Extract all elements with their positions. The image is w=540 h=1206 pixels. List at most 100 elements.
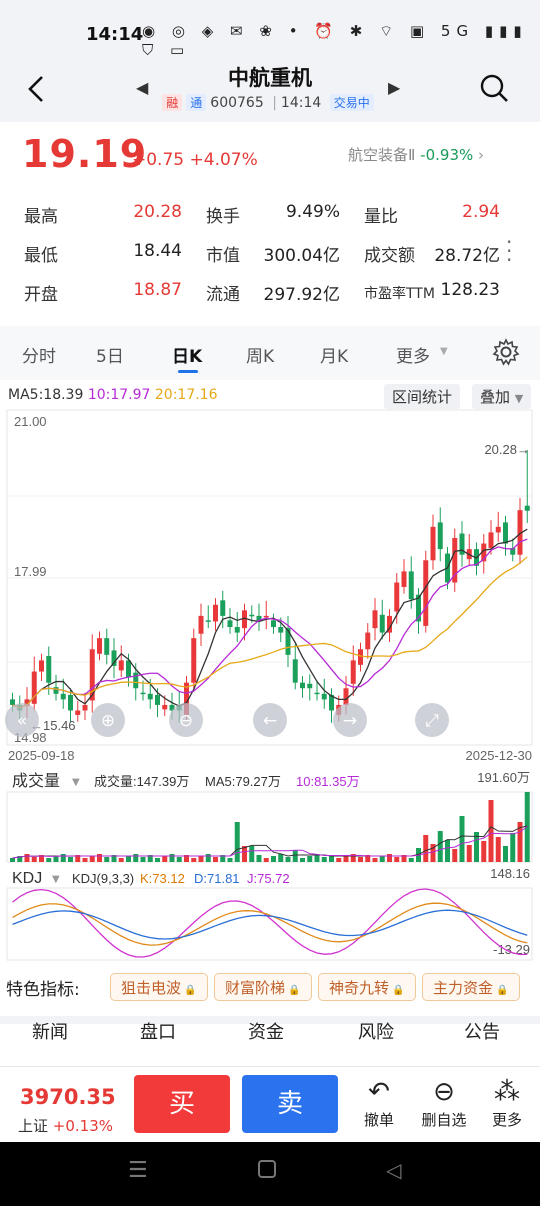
volume-bar [292,850,298,862]
sector-link[interactable]: 航空装备Ⅱ -0.93% › [348,146,485,164]
volume-bar [104,857,110,862]
more-dots-icon[interactable]: · · · [506,230,513,272]
chart-control-button [91,703,125,737]
active-tab-underline [178,370,198,373]
volume-bar [205,854,211,862]
kdj-j-line [12,888,528,958]
volume-bar [372,858,378,862]
stock-name: 中航重机 [228,66,312,90]
volume-bar [452,849,458,862]
feature-chip[interactable]: 财富阶梯 🔒 [214,973,312,1001]
candle-body [343,688,349,705]
volume-ma5-line [12,825,528,859]
quote-value: 297.92亿 [263,285,340,305]
kdj-top-label: 148.16 [490,866,530,881]
margin-tag: 融 [162,94,183,111]
ma20-line [12,556,528,709]
search-icon[interactable] [478,72,510,104]
index-value[interactable]: 3970.35 [20,1085,116,1109]
tab-1[interactable]: 5日 [96,347,124,367]
volume-bar [60,854,66,862]
volume-bar [220,855,226,862]
gear-icon[interactable] [492,338,520,366]
tab-5[interactable]: 更多 [396,347,430,367]
y-axis-top-label: 21.00 [14,414,47,429]
volume-bar [394,857,400,862]
candle-body [75,710,81,715]
quote-value: 18.87 [133,280,182,300]
candle-body [263,615,269,618]
tab-0[interactable]: 分时 [22,347,56,367]
volume-bar [314,854,320,862]
volume-bar [31,857,37,862]
volume-bar [213,857,218,862]
next-stock-icon[interactable]: ▶ [388,78,401,97]
candle-body [329,694,334,711]
volume-bar [82,858,88,862]
candle-body [31,671,37,704]
action-1[interactable]: ⊖ 删自选 [416,1075,472,1130]
range-stats-button[interactable]: 区间统计 [384,384,461,409]
info-tab-2[interactable]: 资金 [248,1022,284,1043]
candle-body [452,537,458,583]
feature-chip[interactable]: 主力资金 🔒 [422,973,520,1001]
home-nav-icon[interactable] [258,1160,276,1178]
quote-value: 128.23 [440,280,500,300]
quote-label: 最高 [24,207,58,227]
index-name[interactable]: 上证 +0.13% [18,1117,114,1135]
tab-2[interactable]: 日K [172,347,203,367]
candle-body [147,693,153,700]
candle-body [350,660,356,684]
volume-bar [329,855,334,862]
quote-row: 开盘 18.87 流通 297.92亿 市盈率TTM 128.23 [24,280,524,310]
back-nav-icon[interactable]: ◁ [386,1158,402,1182]
tab-3[interactable]: 周K [246,347,275,367]
buy-button[interactable]: 买 [134,1075,230,1133]
info-tab-4[interactable]: 公告 [464,1022,500,1043]
tab-4[interactable]: 月K [320,347,349,367]
info-tab-3[interactable]: 风险 [358,1022,394,1043]
quote-value: 2.94 [462,202,500,222]
volume-bar [503,846,508,862]
low-price-label: ←15.46 [30,718,76,733]
quote-label: 换手 [206,207,240,227]
candle-body [111,650,117,666]
action-label: 撤单 [363,1111,394,1129]
ma-legend: MA5:18.39 10:17.97 20:17.16 [8,387,218,403]
info-tab-0[interactable]: 新闻 [32,1022,68,1043]
volume-bar [10,858,15,862]
action-icon: ⊖ [433,1077,455,1107]
candle-body [437,522,443,550]
date-end-label: 2025-12-30 [466,748,533,763]
feature-indicators: 特色指标: 狙击电波 🔒 财富阶梯 🔒 神奇九转 🔒 主力资金 🔒 [0,965,540,1011]
kdj-caret-icon: ▼ [52,874,60,885]
quote-value: 9.49% [285,202,340,222]
sell-button[interactable]: 卖 [242,1075,338,1133]
volume-bar [68,857,73,862]
menu-nav-icon[interactable]: ☰ [128,1158,148,1183]
prev-stock-icon[interactable]: ◀ [136,78,149,97]
quote-value: 300.04亿 [263,246,340,266]
volume-max-label: 191.60万 [477,770,530,785]
info-tab-1[interactable]: 盘口 [140,1022,176,1043]
volume-bar [184,855,189,862]
action-0[interactable]: ↶ 撤单 [354,1075,404,1130]
chart-control-icon: → [343,711,357,731]
candle-body [510,548,516,555]
kline-chart-area[interactable]: 21.00 17.99 14.98 20.28→ ←15.46 2025-09-18 202… [0,380,540,1000]
more-tab-caret-icon: ▼ [440,346,448,357]
feature-chip[interactable]: 狙击电波 🔒 [110,973,208,1001]
volume-ma10: 10:81.35万 [296,774,360,789]
action-2[interactable]: ⁂ 更多 [482,1075,532,1130]
volume-ma10-line [12,826,528,859]
quote-time: 14:14 [280,95,322,111]
chart-control-button [5,703,39,737]
back-arrow-icon[interactable] [22,74,52,104]
candle-body [278,627,284,633]
date-start-label: 2025-09-18 [8,748,75,763]
overlay-button[interactable]: 叠加 ▼ [472,384,532,409]
feature-chip[interactable]: 神奇九转 🔒 [318,973,416,1001]
volume-bar [437,831,443,862]
volume-bar [89,856,95,862]
